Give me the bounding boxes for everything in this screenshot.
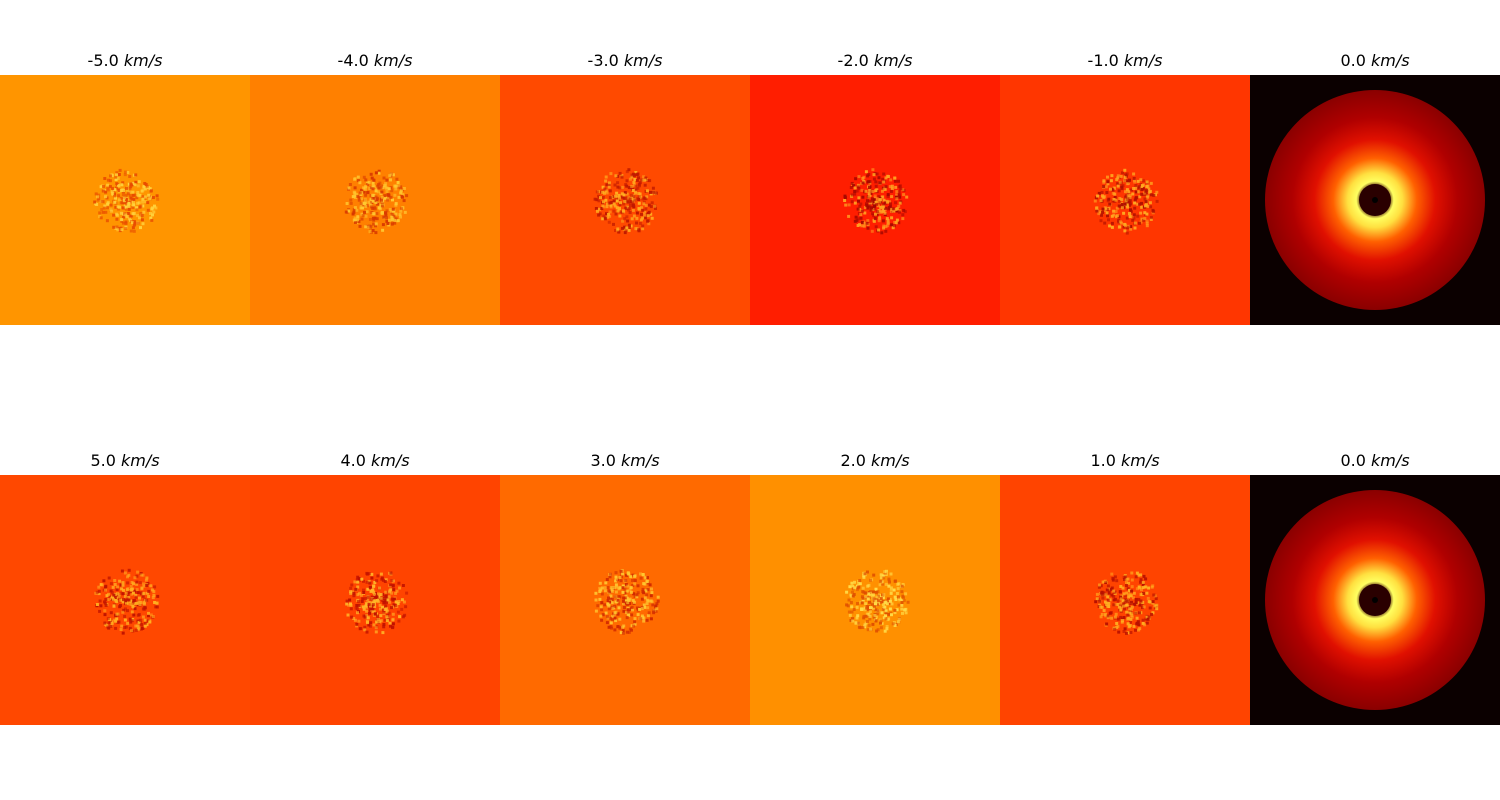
panel-title: 4.0 km/s <box>340 451 410 470</box>
channel-map-image <box>1000 75 1250 325</box>
panel-title: -2.0 km/s <box>837 51 913 70</box>
channel-map-image <box>250 75 500 325</box>
panel-cell: 1.0 km/s <box>1000 451 1250 725</box>
channel-map-image <box>250 475 500 725</box>
channel-map-image <box>500 75 750 325</box>
panel-title: 0.0 km/s <box>1340 51 1410 70</box>
disk-intensity-image <box>1250 75 1500 325</box>
panel-cell: 4.0 km/s <box>250 451 500 725</box>
panel-cell: 0.0 km/s <box>1250 51 1500 325</box>
panel-cell: 0.0 km/s <box>1250 451 1500 725</box>
channel-map-image <box>500 475 750 725</box>
channel-map-image <box>1000 475 1250 725</box>
top-row-panels: -5.0 km/s -4.0 km/s -3.0 km/s -2.0 km/s … <box>0 51 1500 325</box>
panel-title: -5.0 km/s <box>87 51 163 70</box>
panel-cell: 3.0 km/s <box>500 451 750 725</box>
channel-map-image <box>750 475 1000 725</box>
panel-title: -1.0 km/s <box>1087 51 1163 70</box>
channel-map-image <box>0 75 250 325</box>
panel-cell: -4.0 km/s <box>250 51 500 325</box>
panel-cell: -1.0 km/s <box>1000 51 1250 325</box>
channel-map-image <box>0 475 250 725</box>
disk-intensity-image <box>1250 475 1500 725</box>
panel-cell: -3.0 km/s <box>500 51 750 325</box>
panel-title: -4.0 km/s <box>337 51 413 70</box>
bottom-row-panels: 5.0 km/s 4.0 km/s 3.0 km/s 2.0 km/s 1.0 … <box>0 451 1500 725</box>
panel-title: 0.0 km/s <box>1340 451 1410 470</box>
panel-title: 3.0 km/s <box>590 451 660 470</box>
panel-cell: -5.0 km/s <box>0 51 250 325</box>
panel-title: 1.0 km/s <box>1090 451 1160 470</box>
panel-title: -3.0 km/s <box>587 51 663 70</box>
channel-map-image <box>750 75 1000 325</box>
panel-title: 5.0 km/s <box>90 451 160 470</box>
panel-cell: 5.0 km/s <box>0 451 250 725</box>
panel-cell: 2.0 km/s <box>750 451 1000 725</box>
panel-cell: -2.0 km/s <box>750 51 1000 325</box>
panel-title: 2.0 km/s <box>840 451 910 470</box>
